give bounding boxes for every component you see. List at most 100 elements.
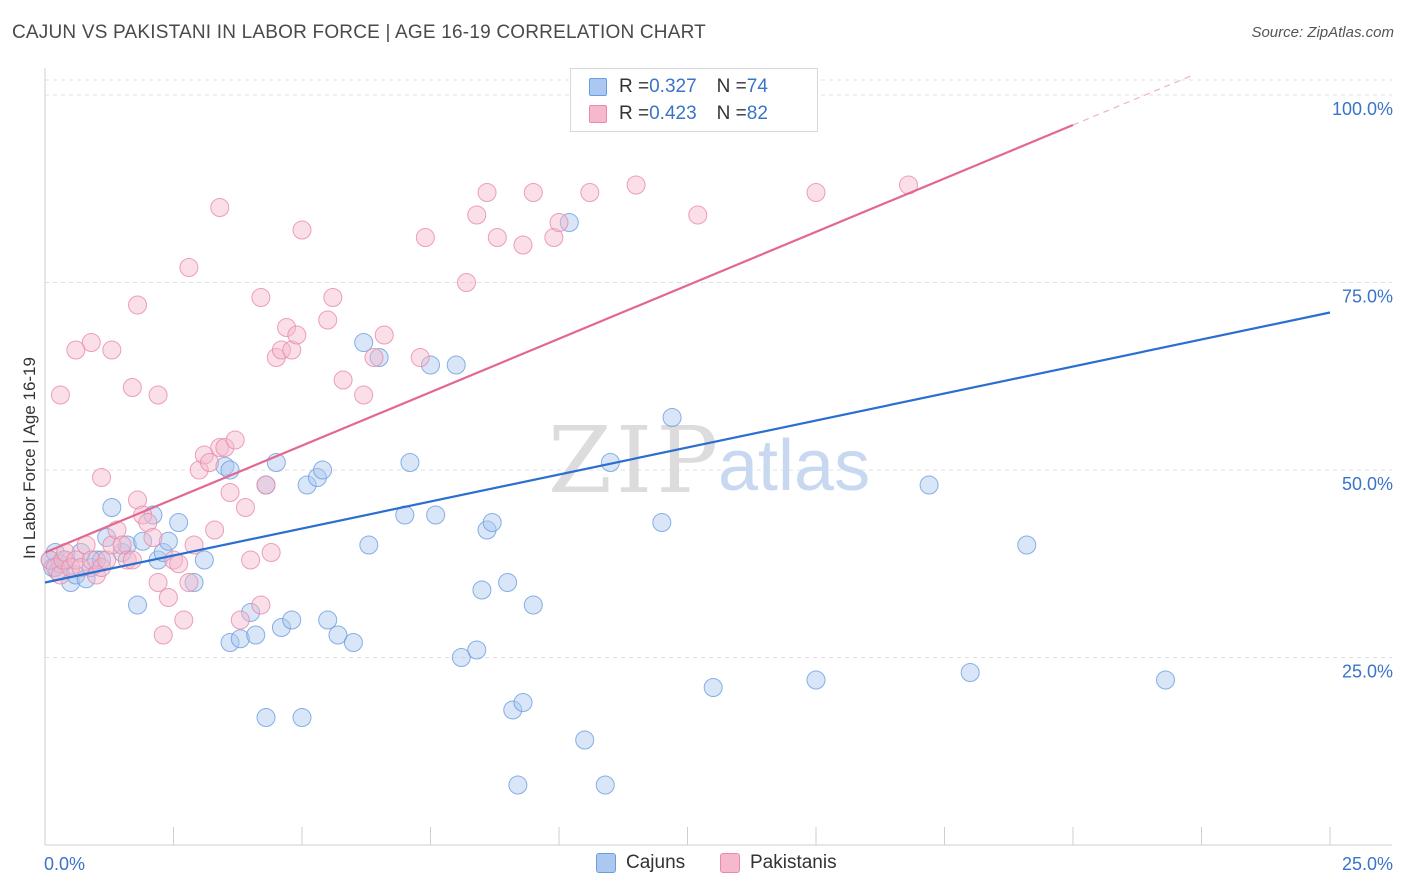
cajun-point	[102, 498, 122, 517]
pakistani-point	[251, 288, 271, 307]
pakistani-point	[220, 483, 240, 502]
axes	[44, 68, 1392, 846]
cajun-point	[128, 595, 148, 615]
pakistani-point	[513, 235, 533, 255]
pakistani-point	[158, 588, 178, 607]
pakistani-point	[544, 228, 564, 247]
pakistani-point	[81, 550, 101, 570]
pakistani-point	[354, 385, 374, 405]
pakistani-point	[199, 453, 219, 472]
y-tick-label: 25.0%	[1342, 662, 1393, 682]
legend-swatch-pakistanis	[720, 853, 740, 873]
cajun-point	[472, 580, 492, 600]
pakistani-point	[364, 348, 384, 367]
legend-r-value: 0.423	[649, 103, 697, 124]
pakistani-point	[256, 475, 276, 495]
pakistani-point	[189, 460, 209, 480]
pakistani-point	[148, 385, 168, 405]
legend-swatch-blue	[589, 78, 607, 96]
cajun-point	[446, 355, 466, 375]
legend-n-value: 82	[746, 103, 768, 124]
pakistanis-trend-extension	[1072, 75, 1192, 126]
pakistani-point	[806, 183, 826, 202]
pakistani-point	[179, 258, 199, 277]
legend-item-cajuns: Cajuns	[596, 852, 685, 874]
watermark-zip: ZIP	[548, 407, 722, 514]
pakistanis-points	[40, 175, 919, 645]
tick-labels: 25.0% 50.0% 75.0% 100.0% 0.0% 25.0%	[44, 99, 1393, 874]
pakistani-point	[179, 573, 199, 592]
legend-label-cajuns: Cajuns	[626, 852, 686, 873]
pakistani-point	[374, 325, 394, 345]
cajun-point	[256, 708, 276, 727]
cajun-point	[241, 603, 261, 622]
pakistani-point	[153, 625, 173, 645]
cajun-point	[50, 554, 70, 574]
pakistani-point	[523, 183, 543, 202]
pakistani-point	[210, 438, 230, 457]
cajun-point	[328, 625, 348, 645]
watermark-atlas: atlas	[718, 426, 870, 506]
y-tick-label: 50.0%	[1342, 474, 1393, 494]
cajun-point	[559, 213, 579, 232]
cajun-point	[451, 648, 471, 667]
watermark: ZIP atlas	[548, 407, 870, 514]
pakistani-point	[122, 378, 142, 397]
cajun-point	[575, 730, 595, 750]
cajuns-trend-line	[44, 311, 1331, 584]
pakistani-point	[241, 550, 261, 570]
legend-r-label: R =	[619, 76, 650, 97]
pakistani-point	[333, 370, 353, 390]
pakistani-point	[235, 498, 255, 517]
trend-lines	[44, 75, 1331, 584]
cajun-point	[230, 629, 250, 649]
cajun-point	[523, 595, 543, 615]
legend-r-value: 0.327	[649, 76, 697, 97]
pakistani-point	[148, 573, 168, 592]
cajun-point	[1017, 535, 1037, 555]
pakistani-point	[410, 348, 430, 367]
correlation-legend: R = 0.327 N = 74 R = 0.423 N = 82	[570, 68, 818, 132]
pakistani-point	[215, 438, 235, 457]
y-tick-label: 75.0%	[1342, 287, 1393, 307]
pakistani-point	[128, 295, 148, 315]
grid	[45, 79, 1392, 658]
cajun-point	[960, 663, 980, 682]
cajun-point	[482, 513, 502, 532]
chart-title: CAJUN VS PAKISTANI IN LABOR FORCE | AGE …	[12, 22, 706, 43]
cajun-point	[595, 775, 615, 795]
cajun-point	[117, 535, 137, 555]
pakistani-point	[102, 340, 122, 360]
pakistani-point	[225, 430, 245, 450]
legend-item-pakistanis: Pakistanis	[720, 852, 837, 874]
pakistani-point	[467, 205, 487, 225]
legend-r-label: R =	[619, 103, 650, 124]
pakistani-point	[477, 183, 497, 202]
cajun-point	[703, 678, 723, 697]
pakistani-point	[487, 228, 507, 247]
pakistani-point	[323, 288, 343, 307]
cajun-point	[354, 333, 374, 352]
cajun-point	[133, 531, 153, 551]
legend-swatch-pink	[589, 105, 607, 123]
legend-n-label: N =	[716, 103, 747, 124]
pakistani-point	[112, 535, 132, 555]
legend-row-cajuns: R = 0.327 N = 74	[589, 75, 768, 99]
pakistani-point	[282, 340, 302, 360]
legend-n-label: N =	[716, 76, 747, 97]
cajun-point	[158, 531, 178, 551]
legend-row-pakistanis: R = 0.423 N = 82	[589, 102, 768, 126]
cajun-point	[246, 625, 266, 645]
cajun-point	[313, 460, 333, 480]
legend-n-value: 74	[746, 76, 768, 97]
x-tick-label-min: 0.0%	[44, 854, 85, 874]
cajun-point	[271, 618, 291, 637]
pakistani-point	[230, 610, 250, 630]
pakistani-point	[318, 310, 338, 330]
cajun-point	[421, 355, 440, 375]
cajun-point	[806, 670, 826, 690]
pakistani-point	[626, 175, 646, 195]
cajun-point	[1156, 670, 1176, 690]
legend-label-pakistanis: Pakistanis	[750, 852, 837, 873]
